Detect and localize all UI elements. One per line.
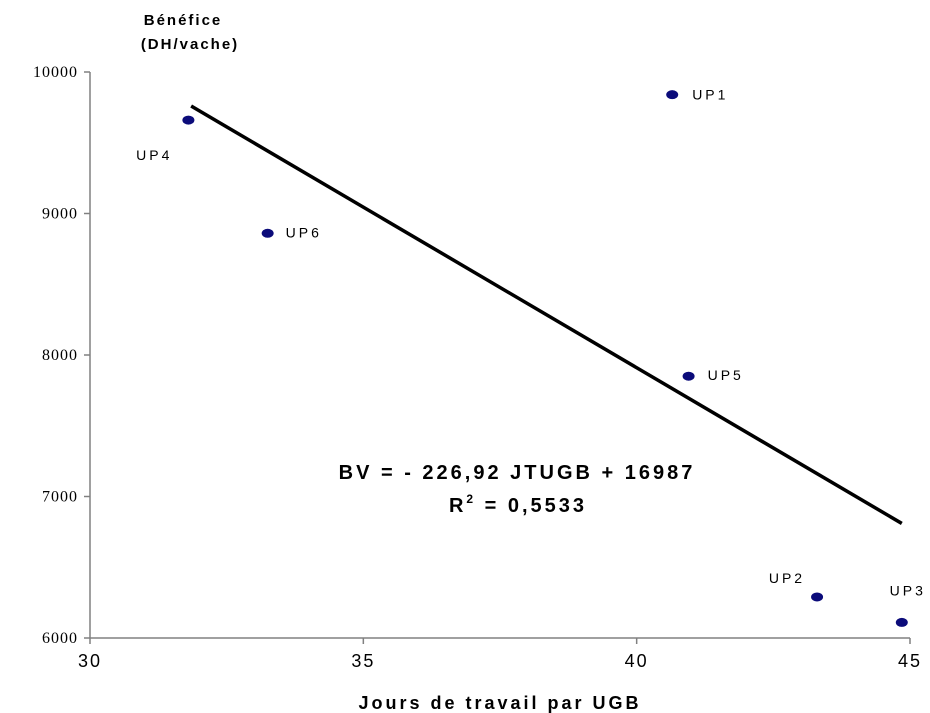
y-tick-label: 7000 xyxy=(42,489,78,506)
y-tick-label: 9000 xyxy=(42,206,78,223)
trendline-group xyxy=(190,104,903,525)
r-squared-symbol: R xyxy=(449,495,466,517)
trendline xyxy=(190,104,903,525)
point-label: UP1 xyxy=(692,87,728,103)
r-squared-value: = 0,5533 xyxy=(476,495,587,517)
x-tick-label: 35 xyxy=(351,651,375,671)
point-label: UP6 xyxy=(286,224,322,240)
r-squared-label: R2 = 0,5533 xyxy=(449,492,587,517)
y-tick-label: 8000 xyxy=(42,347,78,364)
data-point xyxy=(261,228,274,238)
point-label: UP2 xyxy=(769,570,805,586)
x-tick-label: 30 xyxy=(78,651,102,671)
data-points xyxy=(182,90,908,627)
x-tick-label: 40 xyxy=(625,651,649,671)
y-tick-label: 6000 xyxy=(42,630,78,647)
data-point xyxy=(682,371,695,381)
y-tick-label: 10000 xyxy=(33,64,78,81)
axis-ticks: 6000 7000 8000 9000 10000 30 35 40 45 xyxy=(33,64,922,671)
point-labels: UP1 UP2 UP3 UP4 UP5 UP6 xyxy=(136,87,926,599)
trendline-equation: BV = - 226,92 JTUGB + 16987 xyxy=(339,462,696,484)
data-point xyxy=(182,115,195,125)
data-point xyxy=(811,592,824,602)
y-axis-title-line2: (DH/vache) xyxy=(141,36,239,53)
data-point xyxy=(666,90,679,100)
x-tick-label: 45 xyxy=(898,651,922,671)
data-point xyxy=(895,617,908,627)
r-squared-superscript: 2 xyxy=(466,492,476,506)
x-axis-title: Jours de travail par UGB xyxy=(358,693,641,713)
y-axis-title-line1: Bénéfice xyxy=(144,12,223,29)
point-label: UP5 xyxy=(708,367,744,383)
point-label: UP3 xyxy=(890,582,926,598)
point-label: UP4 xyxy=(136,147,172,163)
